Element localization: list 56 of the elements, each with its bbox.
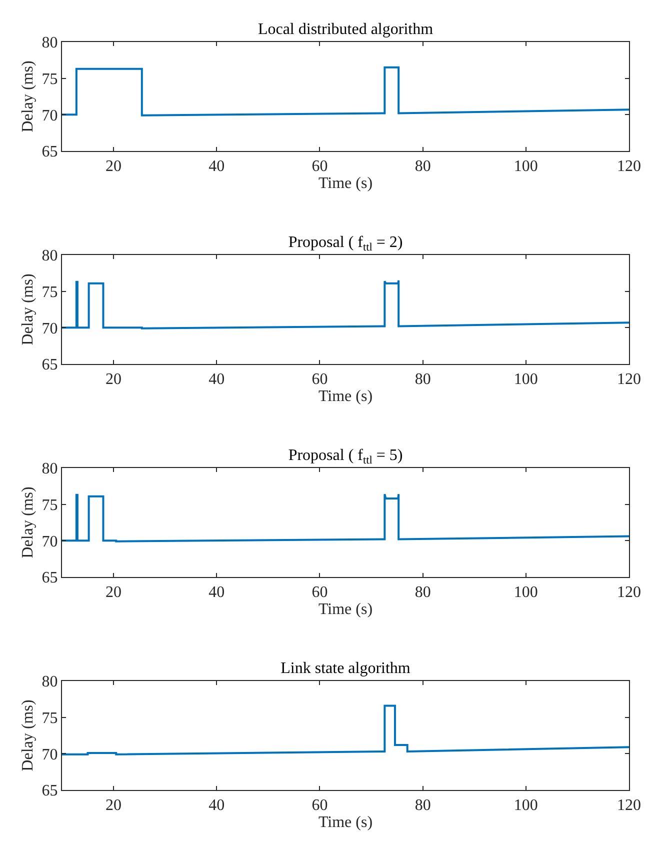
x-tick-label: 20 [106, 158, 122, 176]
x-axis-title: Time (s) [318, 601, 373, 618]
x-tick-label: 20 [106, 797, 122, 814]
y-tick-label: 80 [42, 674, 58, 691]
x-tick-label: 60 [312, 584, 328, 602]
x-tick-label: 100 [514, 158, 538, 176]
x-axis-title: Time (s) [318, 388, 373, 406]
x-tick-label: 40 [208, 584, 225, 602]
x-tick-label: 60 [312, 371, 328, 388]
y-tick-label: 80 [42, 248, 58, 265]
x-tick-label: 20 [106, 371, 122, 388]
y-tick-label: 75 [42, 284, 58, 301]
chart-title: Proposal ( f$_{ttl}$ = 2) [288, 234, 403, 254]
y-tick-label: 70 [42, 746, 58, 764]
line-series [62, 66, 629, 116]
x-tick-label: 20 [106, 584, 122, 602]
chart-title: Proposal ( f$_{ttl}$ = 5) [288, 447, 403, 466]
x-tick-label: 120 [617, 797, 641, 814]
y-tick-label: 75 [42, 70, 58, 88]
line-series [62, 279, 629, 330]
x-axis-title: Time (s) [318, 175, 373, 192]
y-tick-label: 65 [42, 144, 58, 161]
y-tick-label: 75 [42, 496, 58, 514]
y-tick-label: 65 [42, 356, 58, 374]
x-tick-label: 120 [617, 371, 641, 388]
x-axis-title: Time (s) [318, 814, 373, 832]
x-tick-label: 80 [414, 797, 431, 814]
y-tick-label: 65 [42, 570, 58, 587]
y-tick-label: 65 [42, 782, 58, 800]
x-tick-label: 40 [208, 158, 225, 176]
x-tick-label: 60 [312, 797, 328, 814]
line-series [62, 493, 629, 542]
x-tick-label: 40 [208, 797, 225, 814]
x-tick-label: 100 [514, 584, 538, 602]
y-tick-label: 70 [42, 320, 58, 338]
y-axis-title: Delay (ms) [20, 274, 37, 346]
y-tick-label: 75 [42, 710, 58, 727]
y-axis-title: Delay (ms) [20, 486, 37, 558]
y-tick-label: 70 [42, 533, 58, 550]
chart-title: Link state algorithm [280, 660, 411, 677]
x-tick-label: 80 [414, 584, 431, 602]
line-series [62, 704, 629, 756]
x-tick-label: 120 [617, 584, 641, 602]
x-tick-label: 100 [514, 797, 538, 814]
x-tick-label: 60 [312, 158, 328, 176]
y-tick-label: 70 [42, 107, 58, 124]
chart-title: Local distributed algorithm [258, 21, 434, 38]
y-axis-title: Delay (ms) [20, 700, 37, 772]
x-tick-label: 40 [208, 371, 225, 388]
x-tick-label: 80 [414, 158, 431, 176]
y-tick-label: 80 [42, 34, 58, 52]
y-axis-title: Delay (ms) [20, 60, 37, 132]
x-tick-label: 80 [414, 371, 431, 388]
y-tick-label: 80 [42, 460, 58, 478]
x-tick-label: 120 [617, 158, 641, 176]
x-tick-label: 100 [514, 371, 538, 388]
